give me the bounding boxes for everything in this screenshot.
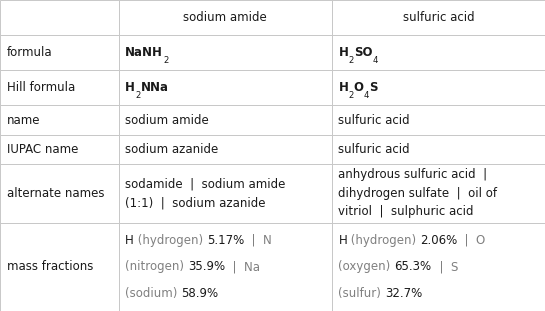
Text: 2: 2 [163,56,168,65]
Text: 2.06%: 2.06% [420,234,457,247]
Text: sodium azanide: sodium azanide [125,143,219,156]
Text: mass fractions: mass fractions [7,261,93,273]
Bar [332,135,545,164]
Text: |  O: | O [457,234,486,247]
Text: 35.9%: 35.9% [188,260,225,273]
Text: H: H [125,234,134,247]
Bar [119,164,332,223]
Bar [332,164,545,223]
Text: (nitrogen): (nitrogen) [125,260,188,273]
Bar [332,70,545,105]
Bar [0,0,119,35]
Text: sodamide  |  sodium amide
(1:1)  |  sodium azanide: sodamide | sodium amide (1:1) | sodium a… [125,178,286,209]
Text: 2: 2 [135,91,141,100]
Text: formula: formula [7,46,52,59]
Text: |  N: | N [244,234,272,247]
Bar [0,105,119,135]
Text: name: name [7,114,40,127]
Text: 5.17%: 5.17% [207,234,244,247]
Bar [0,70,119,105]
Bar [332,105,545,135]
Text: (oxygen): (oxygen) [338,260,395,273]
Bar [0,135,119,164]
Bar [0,35,119,70]
Text: sulfuric acid: sulfuric acid [403,11,474,24]
Text: sodium amide: sodium amide [184,11,267,24]
Text: H: H [338,46,348,59]
Text: NaNH: NaNH [125,46,163,59]
Bar [119,70,332,105]
Text: (sodium): (sodium) [125,287,181,300]
Text: (sulfur): (sulfur) [338,287,385,300]
Text: |  S: | S [432,260,458,273]
Text: 65.3%: 65.3% [395,260,432,273]
Text: alternate names: alternate names [7,187,104,200]
Text: (hydrogen): (hydrogen) [347,234,420,247]
Text: 4: 4 [364,91,369,100]
Text: H: H [338,234,347,247]
Text: 2: 2 [348,91,354,100]
Text: sulfuric acid: sulfuric acid [338,143,410,156]
Bar [332,223,545,311]
Text: O: O [354,81,364,94]
Text: sulfuric acid: sulfuric acid [338,114,410,127]
Text: S: S [369,81,378,94]
Text: H: H [125,81,135,94]
Text: 2: 2 [348,56,354,65]
Text: NNa: NNa [141,81,168,94]
Text: H: H [338,81,348,94]
Text: (hydrogen): (hydrogen) [134,234,207,247]
Bar [0,164,119,223]
Bar [0,223,119,311]
Text: IUPAC name: IUPAC name [7,143,78,156]
Bar [332,0,545,35]
Text: |  Na: | Na [225,260,260,273]
Bar [119,0,332,35]
Text: SO: SO [354,46,372,59]
Bar [119,35,332,70]
Text: 58.9%: 58.9% [181,287,219,300]
Bar [119,105,332,135]
Text: sodium amide: sodium amide [125,114,209,127]
Text: anhydrous sulfuric acid  |
dihydrogen sulfate  |  oil of
vitriol  |  sulphuric a: anhydrous sulfuric acid | dihydrogen sul… [338,169,498,218]
Text: Hill formula: Hill formula [7,81,75,94]
Bar [332,35,545,70]
Bar [119,135,332,164]
Bar [119,223,332,311]
Text: 32.7%: 32.7% [385,287,422,300]
Text: 4: 4 [372,56,378,65]
